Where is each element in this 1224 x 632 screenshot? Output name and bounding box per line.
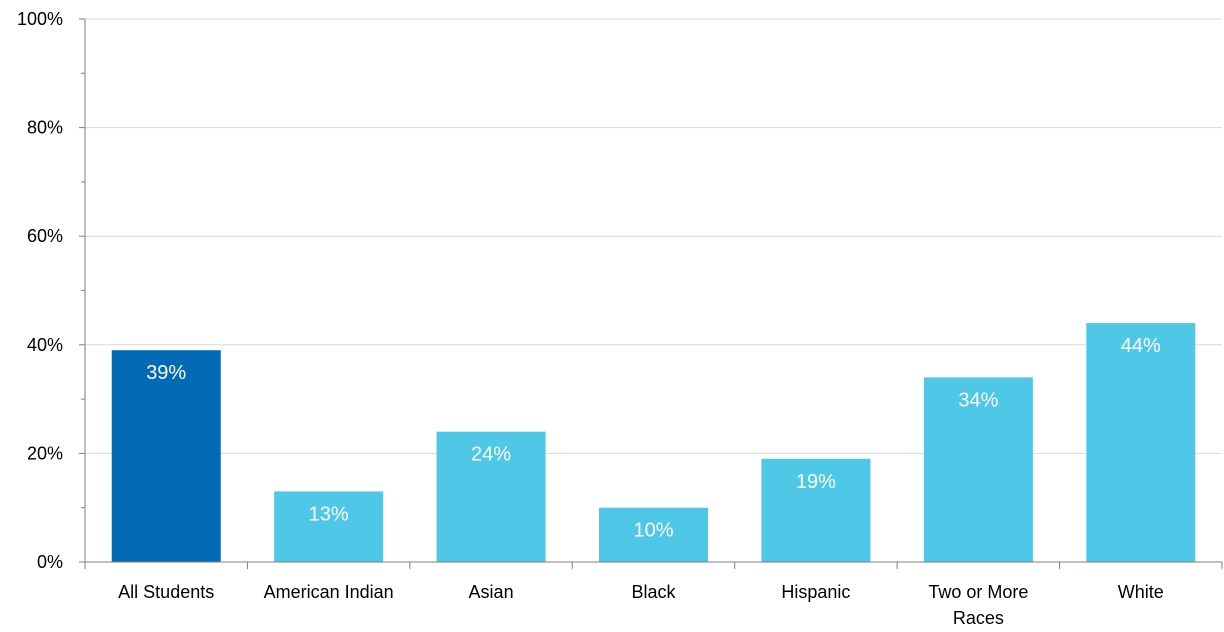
data-label: 39%	[146, 362, 186, 384]
bar	[274, 491, 384, 562]
y-tick-labels: 0% 20% 40% 60% 80% 100%	[17, 9, 63, 572]
data-label: 44%	[1121, 335, 1161, 357]
y-tick-label: 80%	[27, 118, 63, 138]
category-labels: All Students American Indian Asian Black His…	[118, 582, 1164, 628]
data-label: 19%	[796, 471, 836, 493]
x-tick-label: Asian	[469, 582, 514, 602]
x-tick-label: Hispanic	[781, 582, 850, 602]
y-tick-label: 0%	[37, 552, 63, 572]
x-tick-label: All Students	[118, 582, 214, 602]
data-labels: 39% 13% 24% 10% 19% 34% 44%	[146, 335, 1161, 542]
y-tick-label: 100%	[17, 9, 63, 29]
bar	[761, 458, 871, 562]
y-tick-label: 60%	[27, 226, 63, 246]
data-label: 10%	[633, 520, 673, 542]
data-label: 13%	[309, 503, 349, 525]
y-tick-label: 20%	[27, 443, 63, 463]
x-tick-label: Black	[631, 582, 676, 602]
bar	[111, 350, 221, 562]
bar	[1086, 323, 1196, 562]
x-tick-label: White	[1118, 582, 1164, 602]
x-tick-label: Two or More Races	[928, 582, 1028, 628]
data-label: 24%	[471, 444, 511, 466]
bar	[436, 431, 546, 562]
axes	[79, 18, 1223, 569]
bars	[111, 323, 1196, 562]
data-label: 34%	[958, 389, 998, 411]
gridlines	[85, 18, 1222, 454]
y-tick-label: 40%	[27, 335, 63, 355]
bar	[599, 507, 708, 562]
bar	[923, 377, 1033, 562]
x-tick-label: American Indian	[264, 582, 394, 602]
